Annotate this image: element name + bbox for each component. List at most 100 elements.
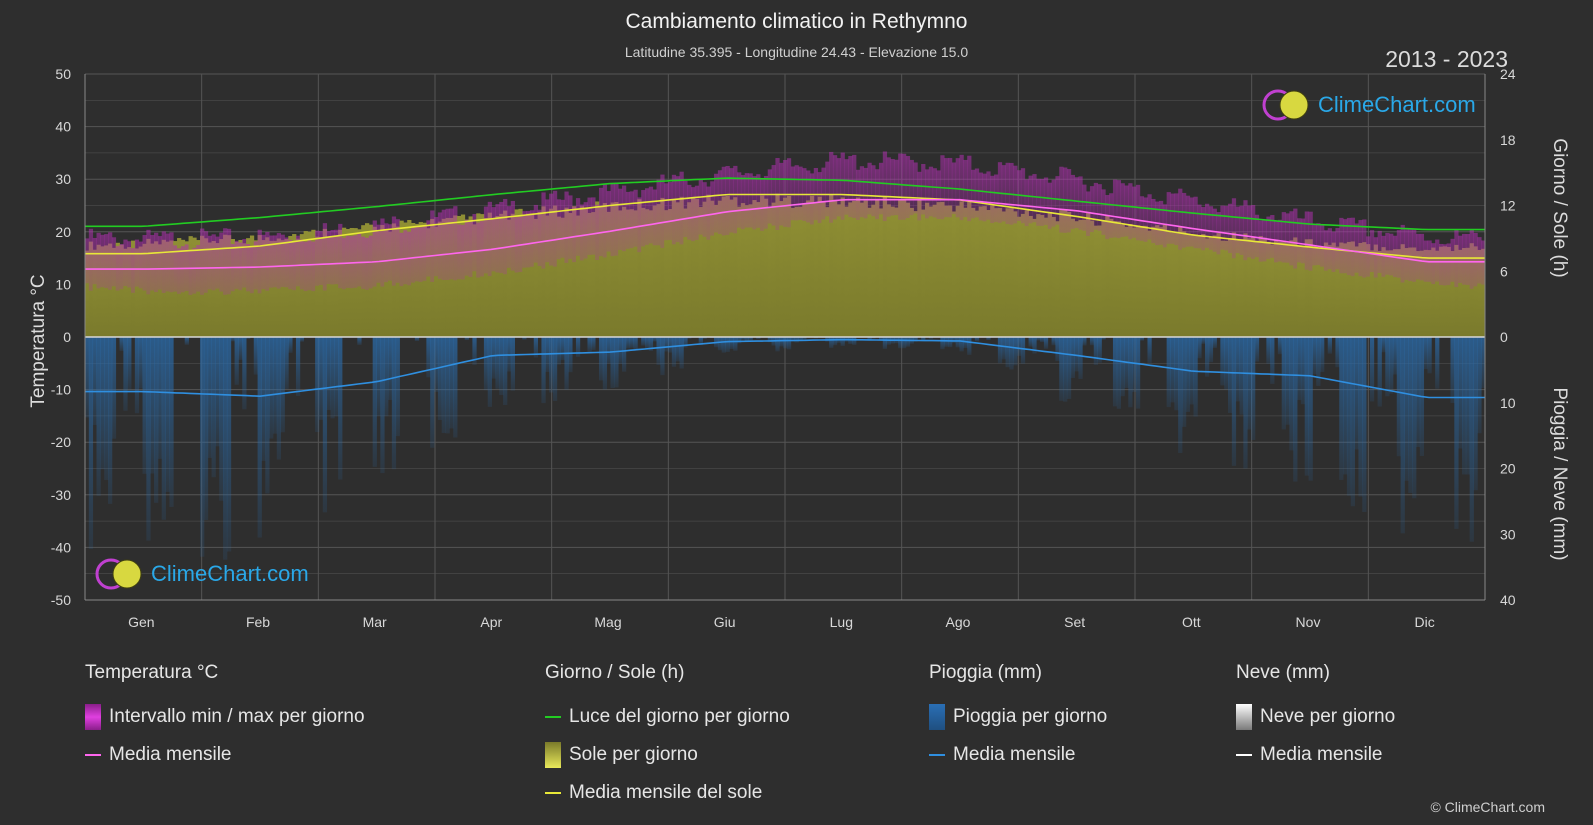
- rain-bar: [840, 337, 845, 346]
- rain-bar: [123, 337, 128, 411]
- sun-bar: [944, 205, 949, 337]
- temp-range-bar: [1247, 205, 1252, 258]
- rain-bar: [1327, 337, 1332, 354]
- rain-bar: [1139, 337, 1145, 341]
- rain-bar: [1346, 337, 1352, 496]
- legend-item-rain: Pioggia per giorno: [929, 698, 1107, 736]
- rain-bar: [1369, 337, 1375, 402]
- temp-range-bar: [203, 231, 209, 293]
- temp-range-bar: [1036, 178, 1041, 226]
- temp-range-bar: [483, 206, 489, 274]
- sun-bar: [1446, 246, 1451, 337]
- temp-range-bar: [1331, 231, 1336, 272]
- sun-bar: [1369, 250, 1375, 337]
- temp-range-bar: [1400, 224, 1405, 283]
- sun-bar: [863, 200, 868, 337]
- sun-bar: [840, 197, 845, 337]
- sun-bar: [280, 240, 285, 337]
- temp-range-bar: [729, 168, 734, 233]
- rain-bar: [295, 337, 301, 396]
- sun-bar: [890, 206, 895, 337]
- temp-range-bar: [1208, 206, 1214, 250]
- sun-bar: [1170, 232, 1175, 337]
- rain-bar: [1415, 337, 1421, 448]
- temp-range-bar: [840, 152, 845, 220]
- sun-bar: [1419, 250, 1425, 337]
- temp-range-bar: [994, 174, 999, 223]
- sun-bar: [1009, 208, 1014, 337]
- rain-bar: [629, 337, 634, 348]
- sun-bar: [625, 209, 631, 337]
- temp-range-bar: [878, 162, 884, 215]
- rain-bar: [441, 337, 446, 434]
- sun-bar: [108, 243, 113, 337]
- sun-bar: [1124, 226, 1129, 337]
- sun-bar: [721, 196, 726, 337]
- rain-bar: [1404, 337, 1409, 481]
- right-axis-title-top: Giorno / Sole (h): [1549, 138, 1570, 277]
- rain-bar: [1066, 337, 1072, 399]
- sun-bar: [1327, 245, 1332, 337]
- temp-range-bar: [1396, 230, 1402, 278]
- rain-bar: [376, 337, 381, 417]
- temp-range-bar: [986, 171, 991, 220]
- temp-range-bar: [1293, 208, 1298, 269]
- sun-bar: [119, 244, 124, 337]
- temp-range-bar: [809, 173, 815, 225]
- temp-range-bar: [503, 198, 508, 275]
- rain-bar: [487, 337, 492, 407]
- temp-range-bar: [280, 234, 285, 287]
- rain-bar: [1450, 337, 1455, 404]
- rain-bar: [85, 337, 90, 418]
- temp-range-bar: [1089, 186, 1095, 233]
- rain-bar: [522, 337, 527, 340]
- rain-bar: [119, 337, 124, 351]
- temp-range-bar: [468, 221, 473, 278]
- rain-bar: [687, 337, 692, 339]
- left-tick-label: 10: [55, 276, 71, 292]
- logo-top[interactable]: ClimeChart.com: [1262, 88, 1476, 122]
- rain-bar: [675, 337, 680, 362]
- temp-range-bar: [587, 197, 592, 255]
- temp-range-bar: [598, 187, 604, 257]
- temp-range-bar: [606, 191, 611, 252]
- temp-range-bar: [449, 208, 454, 280]
- rain-bar: [1239, 337, 1244, 415]
- sun-bar: [733, 197, 738, 337]
- sun-bar: [1281, 241, 1286, 337]
- temp-range-bar: [388, 224, 393, 281]
- snow-swatch-icon: [1236, 704, 1252, 730]
- temp-range-bar: [545, 199, 550, 263]
- rain-bar: [541, 337, 546, 404]
- sun-bar: [526, 213, 531, 337]
- sun-bar: [123, 248, 128, 337]
- rain-bar: [721, 337, 726, 353]
- rain-bar: [955, 337, 960, 348]
- sun-bar: [1423, 249, 1428, 337]
- sun-bar: [1289, 240, 1294, 337]
- sun-bar: [334, 235, 339, 337]
- temp-range-bar: [955, 158, 960, 218]
- temp-range-bar: [269, 235, 274, 288]
- sun-bar: [464, 219, 469, 337]
- rain-bar: [621, 337, 627, 372]
- temp-range-bar: [491, 207, 496, 272]
- sun-bar: [272, 240, 278, 337]
- sun-bar: [901, 199, 907, 337]
- sun-bar: [1339, 242, 1344, 337]
- logo-bottom[interactable]: ClimeChart.com: [95, 557, 309, 591]
- temp-range-bar: [1043, 177, 1049, 225]
- sun-bar: [1335, 246, 1340, 337]
- temp-range-bar: [867, 162, 872, 215]
- temp-range-bar: [142, 235, 147, 291]
- rain-bar: [951, 337, 957, 344]
- temp-range-bar: [694, 185, 700, 240]
- rain-bar: [963, 337, 968, 348]
- rain-bar: [1009, 337, 1014, 370]
- rain-bar: [88, 337, 94, 550]
- temp-range-bar: [1147, 194, 1152, 240]
- sun-bar: [990, 205, 995, 337]
- temp-range-bar: [990, 175, 995, 224]
- temp-range-bar: [936, 170, 941, 219]
- sun-bar: [514, 209, 519, 337]
